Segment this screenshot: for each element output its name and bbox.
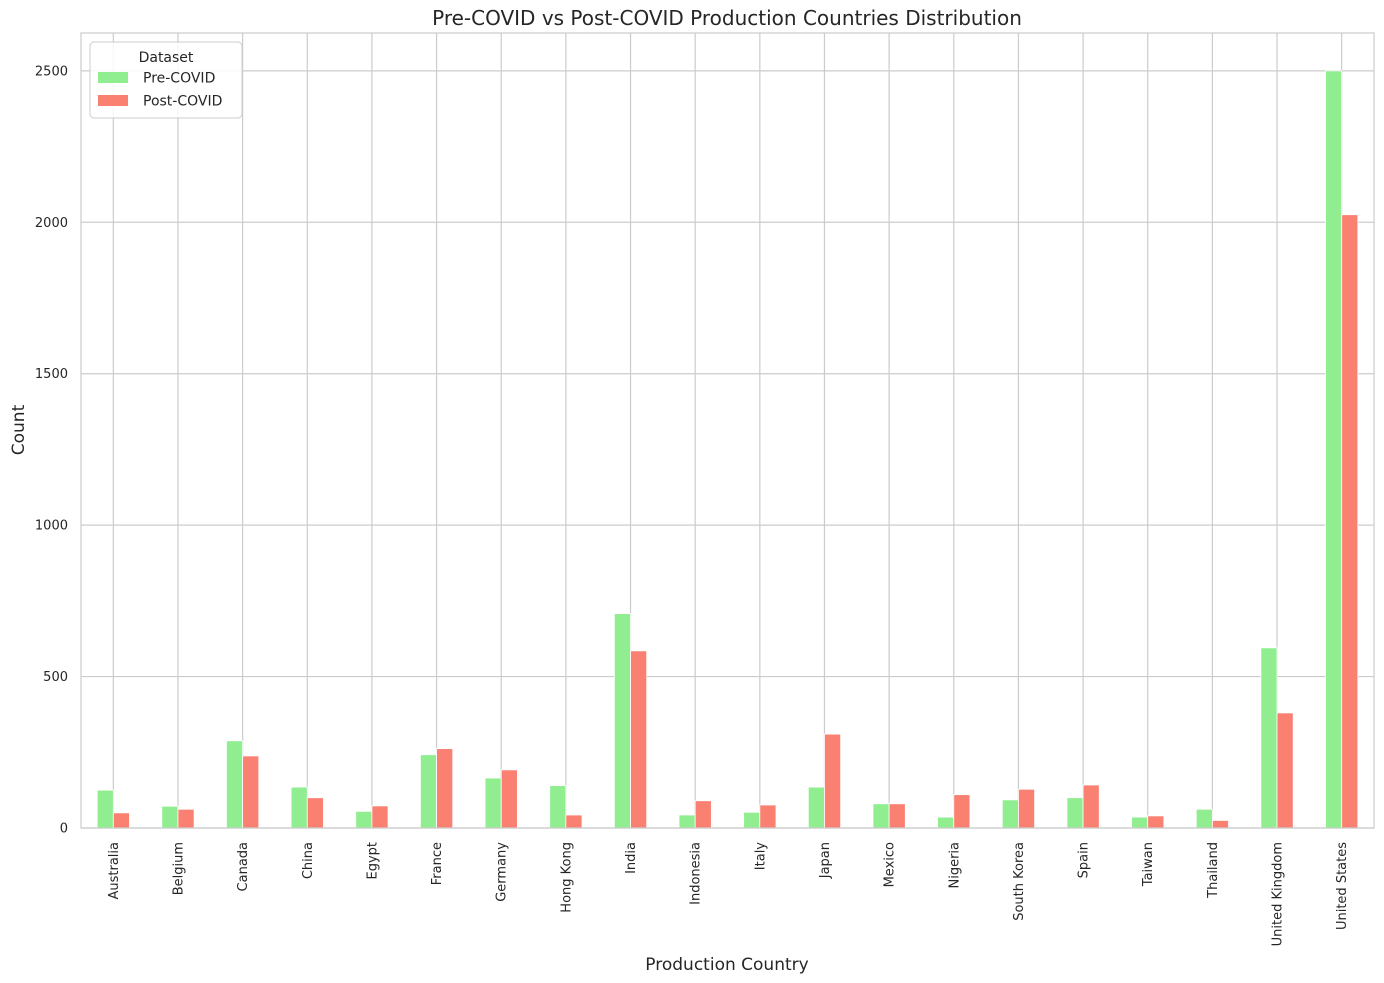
x-tick-label: Indonesia xyxy=(689,842,704,905)
x-tick-label: Thailand xyxy=(1206,842,1221,899)
bar-post-covid-japan xyxy=(824,733,842,829)
x-tick-label: Nigeria xyxy=(947,842,962,889)
x-tick-label: Italy xyxy=(753,842,768,871)
x-tick-label: South Korea xyxy=(1012,842,1027,921)
x-tick-label: Egypt xyxy=(365,842,380,880)
legend: Dataset Pre-COVID Post-COVID xyxy=(89,41,243,119)
bars xyxy=(96,70,1359,829)
legend-entry: Post-COVID xyxy=(143,94,222,110)
chart-title: Pre-COVID vs Post-COVID Production Count… xyxy=(432,6,1022,30)
bar-pre-covid-mexico xyxy=(872,803,890,829)
x-gridlines xyxy=(112,33,1343,828)
bar-pre-covid-indonesia xyxy=(678,814,696,829)
bar-post-covid-china xyxy=(306,797,324,829)
x-tick-label: Germany xyxy=(495,842,510,902)
bar-pre-covid-nigeria xyxy=(937,816,955,829)
bar-post-covid-mexico xyxy=(888,803,906,829)
x-tick-label: United Kingdom xyxy=(1271,842,1286,946)
y-tick-labels: 0 500 1000 1500 2000 2500 xyxy=(35,64,68,836)
bar-pre-covid-china xyxy=(290,786,308,829)
bar-post-covid-indonesia xyxy=(694,800,712,829)
y-tick-label: 1500 xyxy=(35,367,68,382)
bar-post-covid-south-korea xyxy=(1018,788,1035,829)
bar-post-covid-india xyxy=(630,650,648,829)
plot-frame xyxy=(80,32,1375,829)
bar-pre-covid-egypt xyxy=(355,810,373,829)
bar-post-covid-egypt xyxy=(371,805,389,829)
bar-pre-covid-spain xyxy=(1066,797,1084,829)
bar-pre-covid-italy xyxy=(743,811,761,829)
bar-pre-covid-hong-kong xyxy=(549,785,567,829)
y-tick-label: 500 xyxy=(43,670,68,685)
bar-post-covid-france xyxy=(436,748,454,829)
bar-post-covid-germany xyxy=(500,769,518,829)
bar-pre-covid-belgium xyxy=(161,805,179,829)
y-tick-label: 2500 xyxy=(35,64,68,79)
bar-pre-covid-united-kingdom xyxy=(1260,647,1278,829)
x-tick-label: India xyxy=(624,842,639,874)
bar-post-covid-belgium xyxy=(177,808,195,829)
bar-post-covid-australia xyxy=(112,812,130,829)
x-tick-labels: Australia Belgium Canada China Egypt France Ge… xyxy=(107,842,1350,947)
bar-pre-covid-australia xyxy=(96,789,114,829)
x-axis-label: Production Country xyxy=(645,955,808,975)
bar-pre-covid-thailand xyxy=(1195,808,1213,829)
bar-post-covid-united-kingdom xyxy=(1276,712,1294,829)
bar-post-covid-spain xyxy=(1082,784,1100,829)
bar-pre-covid-taiwan xyxy=(1131,816,1149,829)
bar-pre-covid-canada xyxy=(226,740,244,829)
x-tick-label: China xyxy=(301,842,316,879)
x-tick-label: Taiwan xyxy=(1141,842,1156,887)
bar-pre-covid-south-korea xyxy=(1001,799,1019,829)
x-tick-label: United States xyxy=(1335,842,1350,930)
y-tick-label: 0 xyxy=(60,822,68,837)
x-tick-label: France xyxy=(430,842,445,885)
bar-pre-covid-india xyxy=(613,613,631,829)
x-tick-label: Belgium xyxy=(171,842,186,895)
bar-post-covid-united-states xyxy=(1341,214,1359,829)
x-tick-label: Australia xyxy=(107,842,122,900)
bar-post-covid-italy xyxy=(759,804,777,829)
legend-swatch xyxy=(98,95,128,106)
x-tick-label: Hong Kong xyxy=(559,842,574,913)
legend-items: Pre-COVID Post-COVID xyxy=(98,71,222,110)
bar-pre-covid-germany xyxy=(484,777,502,829)
bar-pre-covid-france xyxy=(420,754,437,829)
x-tick-label: Mexico xyxy=(883,842,898,887)
y-tick-label: 1000 xyxy=(35,519,68,534)
bar-pre-covid-united-states xyxy=(1325,70,1343,829)
legend-swatch xyxy=(98,72,128,83)
x-tick-label: Spain xyxy=(1077,842,1092,878)
bar-post-covid-nigeria xyxy=(953,794,971,829)
y-tick-label: 2000 xyxy=(35,216,68,231)
bar-post-covid-hong-kong xyxy=(565,814,583,829)
x-tick-label: Canada xyxy=(236,842,251,891)
bar-post-covid-taiwan xyxy=(1147,815,1165,829)
bar-pre-covid-japan xyxy=(807,786,825,829)
bar-post-covid-canada xyxy=(242,755,260,829)
bar-post-covid-thailand xyxy=(1211,820,1229,829)
x-tick-label: Japan xyxy=(818,842,833,879)
plot-area xyxy=(81,33,1374,828)
legend-title: Dataset xyxy=(139,50,194,66)
legend-entry: Pre-COVID xyxy=(143,71,215,87)
y-axis-label: Count xyxy=(9,404,29,455)
